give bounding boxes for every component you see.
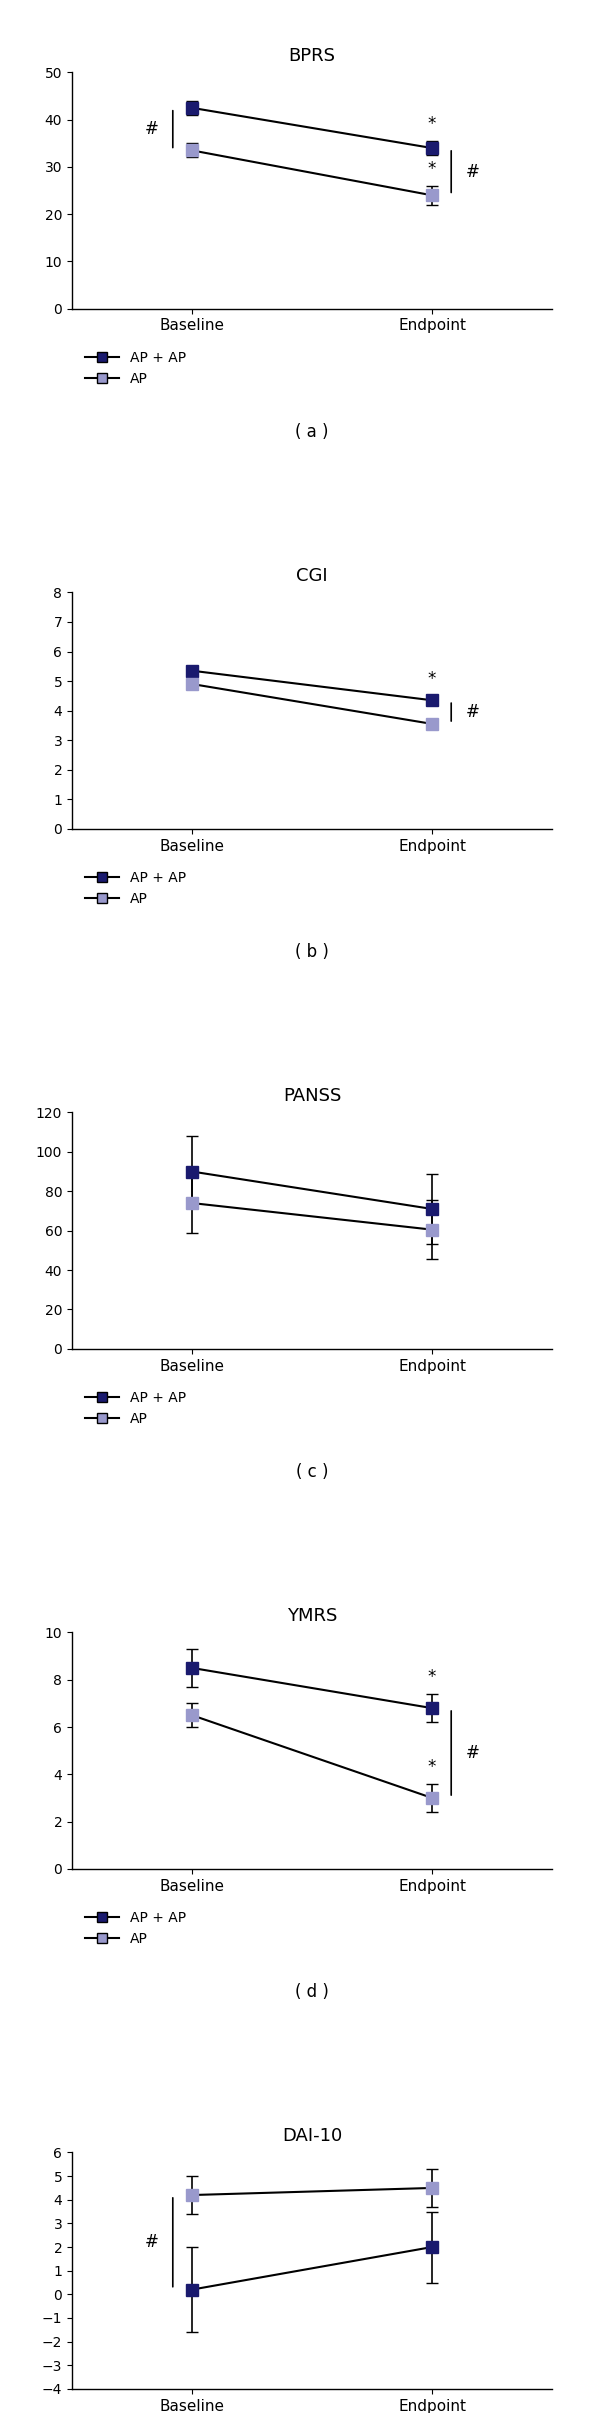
Text: *: *	[428, 671, 436, 688]
Text: #: #	[466, 162, 479, 181]
Text: #: #	[466, 702, 479, 721]
Title: PANSS: PANSS	[283, 1088, 341, 1105]
Legend: AP + AP, AP: AP + AP, AP	[79, 1906, 192, 1952]
Text: *: *	[428, 1667, 436, 1687]
Legend: AP + AP, AP: AP + AP, AP	[79, 1385, 192, 1431]
Text: #: #	[466, 1745, 479, 1761]
Title: BPRS: BPRS	[289, 48, 335, 65]
Text: ( d ): ( d )	[295, 1983, 329, 2000]
Text: #: #	[145, 2234, 158, 2251]
Text: *: *	[428, 1759, 436, 1776]
Title: CGI: CGI	[296, 567, 328, 586]
Title: YMRS: YMRS	[287, 1607, 337, 1626]
Legend: AP + AP, AP: AP + AP, AP	[79, 345, 192, 391]
Text: *: *	[428, 695, 436, 712]
Title: DAI-10: DAI-10	[282, 2128, 342, 2145]
Text: ( a ): ( a )	[295, 422, 329, 442]
Text: ( b ): ( b )	[295, 943, 329, 960]
Text: *: *	[428, 159, 436, 179]
Text: #: #	[145, 121, 158, 138]
Text: *: *	[428, 116, 436, 133]
Legend: AP + AP, AP: AP + AP, AP	[79, 866, 192, 912]
Text: ( c ): ( c )	[296, 1462, 328, 1482]
